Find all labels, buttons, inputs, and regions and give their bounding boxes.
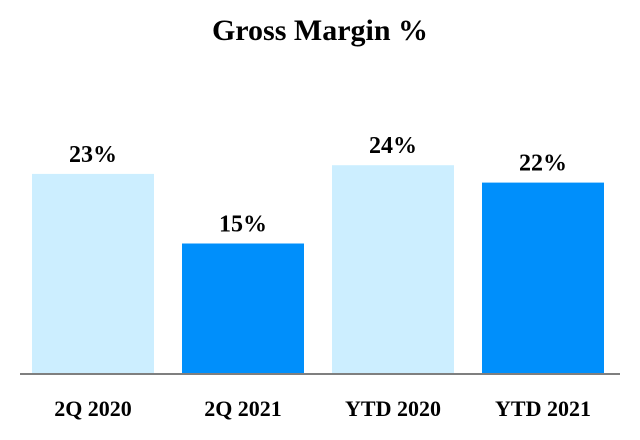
data-label-1: 15% (219, 212, 267, 238)
x-tick-label-2: YTD 2020 (345, 396, 441, 421)
chart-title: Gross Margin % (211, 14, 429, 47)
bars-layer (32, 165, 604, 374)
labels-layer: 23% 2Q 2020 15% 2Q 2021 24% YTD 2020 22% YTD 20… (54, 133, 591, 421)
bar-1 (182, 243, 304, 374)
x-tick-label-3: YTD 2021 (495, 396, 591, 421)
data-label-0: 23% (69, 142, 117, 168)
bar-3 (482, 182, 604, 374)
data-label-3: 22% (519, 151, 567, 177)
x-tick-label-0: 2Q 2020 (54, 396, 132, 421)
bar-2 (332, 165, 454, 374)
data-label-2: 24% (369, 133, 417, 159)
x-tick-label-1: 2Q 2021 (204, 396, 282, 421)
bar-0 (32, 173, 154, 374)
